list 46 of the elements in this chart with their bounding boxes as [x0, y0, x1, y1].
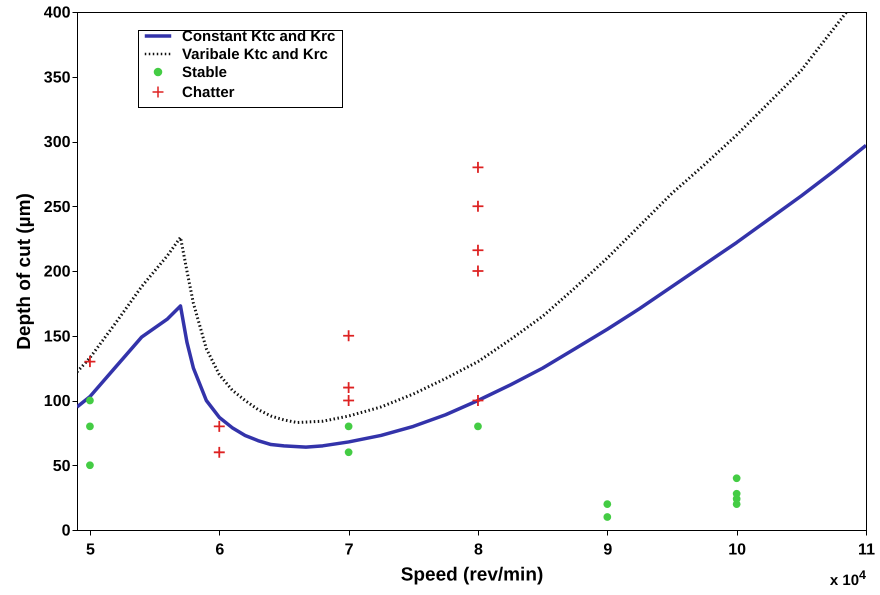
y-tick-label: 400 — [44, 4, 71, 22]
y-tick-label: 300 — [44, 134, 71, 151]
x-tick-label: 9 — [603, 542, 612, 558]
x-tick-label: 11 — [858, 542, 876, 558]
point — [472, 264, 484, 278]
point — [732, 474, 741, 482]
point — [474, 422, 482, 430]
point — [472, 244, 484, 257]
point — [342, 381, 355, 394]
y-axis-title: Depth of cut (µm) — [14, 193, 35, 350]
legend-label: Chatter — [182, 84, 235, 101]
point — [342, 394, 355, 407]
x-axis-title: Speed (rev/min) — [400, 564, 544, 586]
legend-label: Varibale Ktc and Krc — [182, 46, 328, 63]
point — [212, 420, 226, 433]
y-tick-label: 200 — [44, 264, 71, 280]
x-tick-label: 10 — [728, 542, 746, 558]
point — [472, 200, 484, 213]
legend-label: Constant Ktc and Krc — [182, 28, 336, 45]
x-tick-label: 6 — [215, 542, 224, 558]
point — [342, 329, 355, 342]
point — [86, 461, 94, 470]
point — [603, 513, 612, 521]
axis-multiplier-note: x 10$^{4}$ — [830, 568, 866, 589]
point — [212, 446, 226, 459]
y-tick-label: 150 — [44, 328, 71, 346]
line-series — [77, 12, 848, 424]
point — [86, 422, 94, 430]
x-tick-label: 7 — [344, 542, 354, 558]
point — [344, 448, 352, 456]
y-tick-label: 50 — [52, 458, 71, 475]
legend-label: Stable — [182, 64, 228, 81]
x-tick-label: 5 — [86, 542, 95, 558]
point — [472, 161, 484, 174]
y-tick-label: 250 — [44, 198, 71, 216]
y-tick-label: 0 — [62, 522, 71, 540]
y-tick-label: 350 — [44, 69, 71, 86]
point — [472, 394, 484, 407]
point — [86, 396, 94, 404]
point — [344, 422, 352, 430]
point — [732, 500, 741, 508]
point — [603, 500, 612, 508]
x-tick-label: 8 — [474, 542, 484, 558]
line-series — [77, 144, 866, 449]
point — [84, 355, 96, 368]
y-tick-label: 100 — [44, 393, 71, 410]
